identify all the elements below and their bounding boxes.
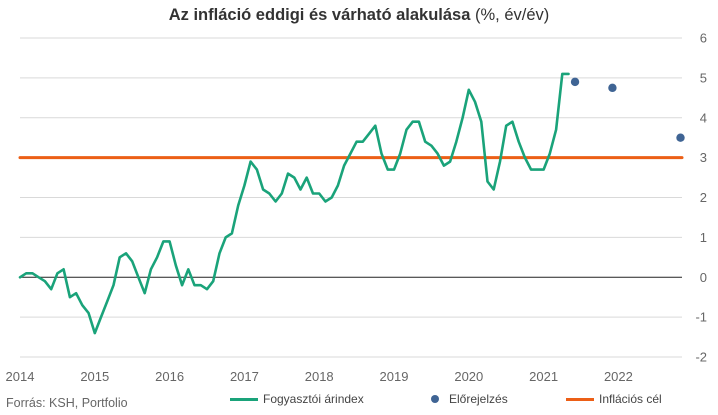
x-tick-label: 2019 xyxy=(380,369,409,384)
forecast-point xyxy=(676,133,685,142)
y-tick-label: -1 xyxy=(695,310,707,325)
y-tick-label: -2 xyxy=(695,350,707,365)
x-tick-label: 2014 xyxy=(6,369,35,384)
legend-swatch-forecast xyxy=(431,395,439,403)
chart-title: Az infláció eddigi és várható alakulása … xyxy=(0,6,718,25)
x-tick-label: 2018 xyxy=(305,369,334,384)
forecast-point xyxy=(570,77,580,87)
legend-label-cpi: Fogyasztói árindex xyxy=(263,392,364,406)
legend-swatch-cpi xyxy=(230,397,258,401)
x-tick-label: 2016 xyxy=(155,369,184,384)
x-tick-label: 2021 xyxy=(529,369,558,384)
x-tick-label: 2022 xyxy=(604,369,633,384)
chart-title-unit: (%, év/év) xyxy=(470,6,550,24)
y-tick-label: 5 xyxy=(700,70,707,85)
y-tick-label: 3 xyxy=(700,150,707,165)
legend-label-target: Inflációs cél xyxy=(599,392,662,406)
legend-item-cpi: Fogyasztói árindex xyxy=(230,392,364,406)
chart-title-main: Az infláció eddigi és várható alakulása xyxy=(168,6,471,24)
x-tick-label: 2017 xyxy=(230,369,259,384)
forecast-point xyxy=(608,83,617,93)
y-tick-label: 6 xyxy=(700,31,707,46)
source-note: Forrás: KSH, Portfolio xyxy=(6,396,128,410)
y-tick-label: 1 xyxy=(700,230,707,245)
x-tick-label: 2015 xyxy=(80,369,109,384)
y-tick-label: 2 xyxy=(700,190,707,205)
legend-swatch-target xyxy=(566,397,594,401)
legend-item-target: Inflációs cél xyxy=(566,392,662,406)
y-tick-label: 4 xyxy=(700,110,707,125)
x-tick-label: 2020 xyxy=(454,369,483,384)
legend-label-forecast: Előrejelzés xyxy=(449,392,508,406)
y-tick-label: 0 xyxy=(700,270,707,285)
legend-item-forecast: Előrejelzés xyxy=(431,392,508,406)
cpi-line xyxy=(18,72,570,335)
